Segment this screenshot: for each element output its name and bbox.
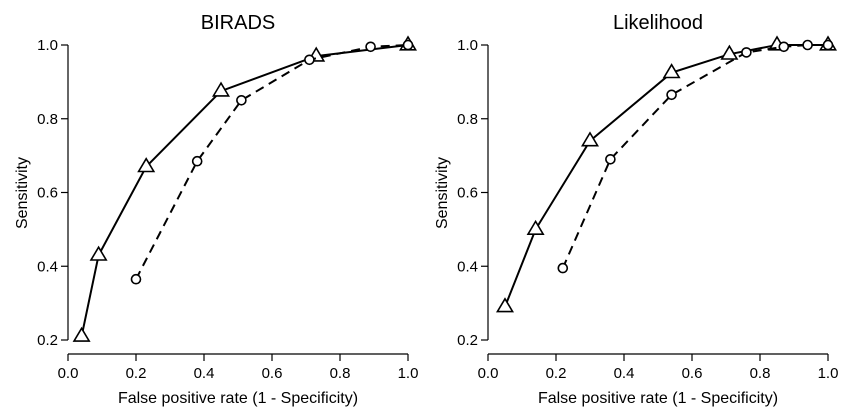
data-point-triangle [137,157,156,173]
data-point-circle [605,154,616,165]
x-tick-label: 0.6 [682,365,703,382]
y-tick-label: 0.2 [37,332,58,349]
chart-title: BIRADS [201,12,275,34]
series-line [561,44,828,269]
x-tick-label: 0.8 [330,365,351,382]
y-tick-label: 0.6 [37,185,58,202]
data-point-circle [666,89,677,101]
plot-area [72,35,418,342]
y-tick-label: 1.0 [37,37,58,54]
x-tick-label: 0.0 [58,365,79,382]
data-point-triangle [526,219,545,235]
x-ticks: 0.0 0.2 0.4 0.6 0.8 1.0 [58,354,419,382]
series-circle [130,39,414,285]
x-axis-label: False positive rate (1 - Specificity) [538,390,778,407]
data-point-circle [741,47,752,58]
y-axis-label: Sensitivity [434,157,451,229]
data-point-triangle [720,44,739,60]
data-point-circle [802,39,813,51]
data-point-circle [191,155,203,167]
plot-area [495,35,838,313]
data-point-circle [557,262,569,274]
chart-panel-likelihood: Likelihood 0.20.40.60.81.0 0.0 0.2 0.4 0.6 0… [434,12,838,407]
data-point-circle [236,95,247,106]
y-tick-label: 1.0 [457,37,478,54]
x-tick-label: 0.4 [194,365,215,382]
data-point-triangle [580,131,600,147]
x-tick-label: 0.6 [262,365,283,382]
y-tick-label: 0.4 [37,258,58,275]
series-triangle [72,35,418,342]
y-ticks: 0.2 0.4 0.6 0.8 1.0 [37,37,68,349]
x-tick-label: 1.0 [818,365,839,382]
x-ticks: 0.0 0.2 0.4 0.6 0.8 1.0 [478,354,839,382]
x-tick-label: 0.4 [614,365,635,382]
y-tick-label: 0.8 [457,111,478,128]
data-point-triangle [211,81,231,97]
chart-panel-birads: BIRADS 0.20.40.60.81.0 0.0 0.2 0.4 0.6 0.8 1.… [14,12,418,407]
x-axis-label: False positive rate (1 - Specificity) [118,390,358,407]
x-tick-label: 0.8 [750,365,771,382]
y-ticks: 0.2 0.4 0.6 0.8 1.0 [457,37,488,349]
data-point-circle [130,273,142,285]
data-point-circle [822,39,834,51]
data-point-circle [304,54,315,66]
x-tick-label: 1.0 [398,365,419,382]
data-point-triangle [495,297,515,313]
series-triangle [495,35,838,313]
y-tick-label: 0.8 [37,111,58,128]
data-point-circle [365,41,376,53]
y-axis-label: Sensitivity [14,157,31,229]
series-line [504,44,828,308]
data-point-circle [402,39,414,51]
x-tick-label: 0.2 [126,365,147,382]
data-point-triangle [89,245,108,261]
data-point-triangle [662,63,681,79]
x-tick-label: 0.0 [478,365,499,382]
data-point-triangle [72,326,91,342]
y-tick-label: 0.6 [457,185,478,202]
y-tick-label: 0.2 [457,332,478,349]
y-tick-label: 0.4 [457,258,478,275]
data-point-circle [778,41,790,53]
series-line [80,44,409,337]
series-circle [557,39,834,274]
chart-title: Likelihood [613,12,703,34]
series-line [135,44,409,280]
x-tick-label: 0.2 [546,365,567,382]
